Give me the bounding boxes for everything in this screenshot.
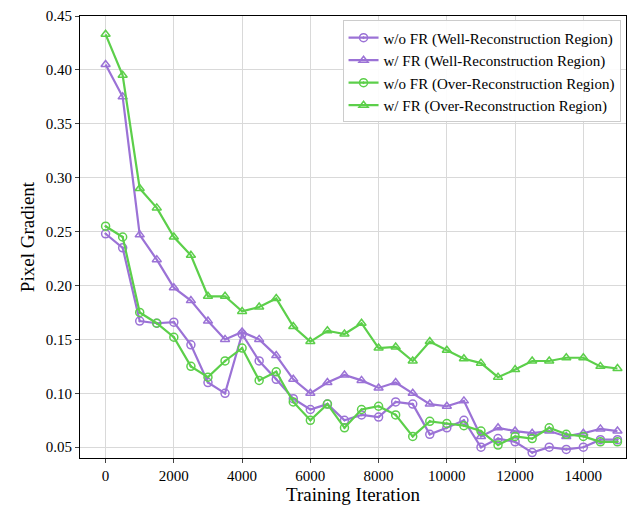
svg-text:0.05: 0.05 xyxy=(46,439,72,455)
svg-text:6000: 6000 xyxy=(295,468,325,484)
svg-text:4000: 4000 xyxy=(227,468,257,484)
svg-text:0.15: 0.15 xyxy=(46,332,72,348)
svg-text:10000: 10000 xyxy=(428,468,466,484)
svg-text:w/o FR (Over-Reconstruction Re: w/o FR (Over-Reconstruction Region) xyxy=(384,76,615,93)
svg-text:0.40: 0.40 xyxy=(46,62,72,78)
svg-text:0.20: 0.20 xyxy=(46,278,72,294)
svg-text:0.35: 0.35 xyxy=(46,116,72,132)
svg-text:0.30: 0.30 xyxy=(46,170,72,186)
svg-text:14000: 14000 xyxy=(565,468,603,484)
svg-text:0.25: 0.25 xyxy=(46,224,72,240)
svg-text:12000: 12000 xyxy=(496,468,534,484)
svg-text:2000: 2000 xyxy=(159,468,189,484)
svg-text:w/ FR (Over-Reconstruction Reg: w/ FR (Over-Reconstruction Region) xyxy=(384,98,607,115)
svg-text:Pixel Gradient: Pixel Gradient xyxy=(17,181,38,292)
svg-text:Training Iteration: Training Iteration xyxy=(286,484,420,505)
svg-text:w/ FR (Well-Reconstruction Reg: w/ FR (Well-Reconstruction Region) xyxy=(384,53,606,70)
svg-text:w/o FR (Well-Reconstruction Re: w/o FR (Well-Reconstruction Region) xyxy=(384,31,613,48)
svg-text:0.10: 0.10 xyxy=(46,386,72,402)
svg-text:0.45: 0.45 xyxy=(46,8,72,24)
svg-text:8000: 8000 xyxy=(364,468,394,484)
svg-text:0: 0 xyxy=(102,468,110,484)
